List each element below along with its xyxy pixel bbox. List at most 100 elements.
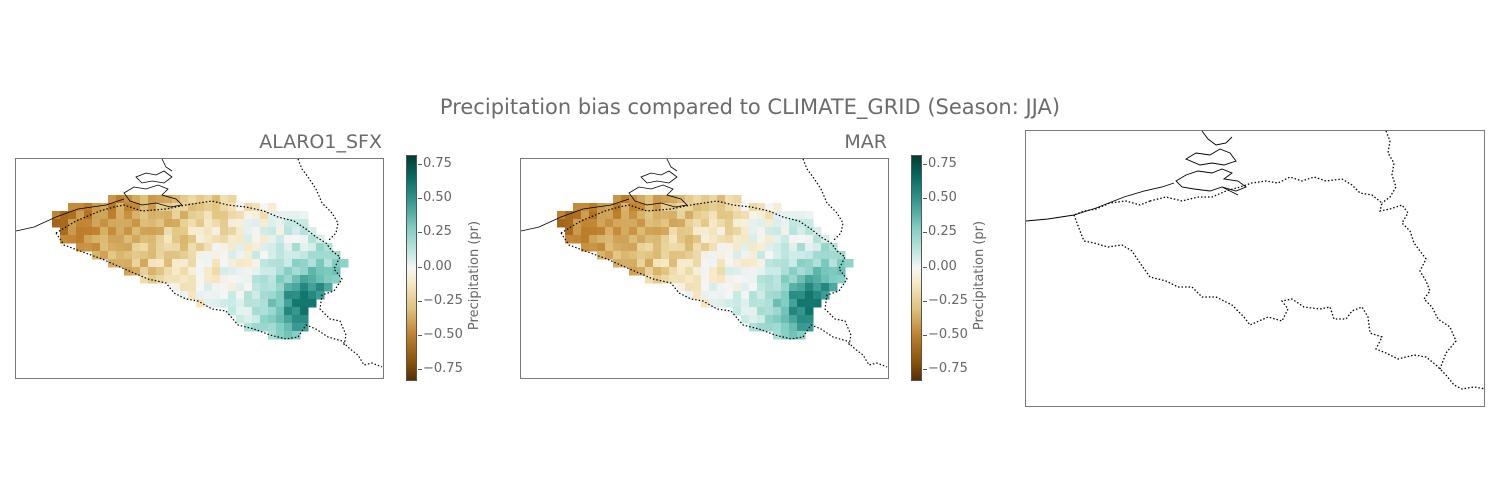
heatmap-cell: [76, 235, 85, 244]
heatmap-cell: [709, 283, 718, 292]
heatmap-cell: [757, 243, 766, 252]
heatmap-cell: [709, 203, 718, 212]
heatmap-cell: [204, 291, 213, 300]
heatmap-cell: [244, 251, 253, 260]
heatmap-cell: [637, 195, 646, 204]
heatmap-cell: [244, 315, 253, 324]
heatmap-cell: [645, 275, 654, 284]
heatmap-cell: [693, 227, 702, 236]
heatmap-cell: [613, 227, 622, 236]
heatmap-cell: [725, 235, 734, 244]
heatmap-cell: [276, 267, 285, 276]
heatmap-cell: [212, 259, 221, 268]
heatmap-cell: [276, 211, 285, 220]
figure-title: Precipitation bias compared to CLIMATE_G…: [439, 95, 1061, 119]
heatmap-cell: [308, 291, 317, 300]
heatmap-cell: [653, 211, 662, 220]
heatmap-cell: [717, 195, 726, 204]
heatmap-cell: [637, 219, 646, 228]
heatmap-cell: [637, 251, 646, 260]
heatmap-cell: [236, 315, 245, 324]
heatmap-cell: [140, 227, 149, 236]
heatmap-cell: [300, 283, 309, 292]
heatmap-cell: [677, 235, 686, 244]
heatmap-cell: [629, 259, 638, 268]
heatmap-cell: [653, 267, 662, 276]
cb-tick: 0.00: [418, 259, 452, 274]
heatmap-cell: [236, 243, 245, 252]
heatmap-cell: [789, 323, 798, 332]
heatmap-cell: [749, 259, 758, 268]
heatmap-cell: [693, 235, 702, 244]
heatmap-cell: [805, 267, 814, 276]
heatmap-cell: [252, 251, 261, 260]
heatmap-cell: [252, 307, 261, 316]
heatmap-cell: [124, 243, 133, 252]
heatmap-cell: [300, 267, 309, 276]
heatmap-cell: [148, 227, 157, 236]
colorbar-ticks-mar: 0.75 0.50 0.25 0.00 −0.25 −0.50 −0.75: [923, 155, 988, 381]
heatmap-cell: [789, 299, 798, 308]
heatmap-cell: [124, 219, 133, 228]
heatmap-cell: [108, 259, 117, 268]
heatmap-cell: [268, 227, 277, 236]
heatmap-cell: [180, 235, 189, 244]
heatmap-cell: [621, 211, 630, 220]
heatmap-cell: [781, 235, 790, 244]
heatmap-cell: [148, 219, 157, 228]
heatmap-cell: [789, 251, 798, 260]
heatmap-cell: [573, 211, 582, 220]
heatmap-cell: [765, 259, 774, 268]
heatmap-cell: [180, 259, 189, 268]
heatmap-cell: [797, 227, 806, 236]
heatmap-cell: [709, 219, 718, 228]
heatmap-cell: [204, 235, 213, 244]
heatmap-cell: [733, 203, 742, 212]
heatmap-cell: [645, 211, 654, 220]
heatmap-cell: [140, 251, 149, 260]
heatmap-cell: [164, 203, 173, 212]
heatmap-cell: [268, 235, 277, 244]
heatmap-cell: [108, 195, 117, 204]
heatmap-cell: [749, 211, 758, 220]
heatmap-cell: [220, 195, 229, 204]
heatmap-cell: [701, 283, 710, 292]
heatmap-cell: [292, 235, 301, 244]
heatmap-cell: [829, 251, 838, 260]
heatmap-cell: [661, 203, 670, 212]
heatmap-cell: [300, 291, 309, 300]
heatmap-cell: [236, 299, 245, 308]
heatmap-cell: [212, 291, 221, 300]
heatmap-cell: [837, 267, 846, 276]
heatmap-cell: [172, 275, 181, 284]
heatmap-cell: [140, 211, 149, 220]
heatmap-cell: [292, 331, 301, 340]
heatmap-cell: [653, 227, 662, 236]
heatmap-cell: [260, 323, 269, 332]
heatmap-cell: [653, 275, 662, 284]
heatmap-cell: [797, 211, 806, 220]
heatmap-cell: [212, 219, 221, 228]
heatmap-cell: [268, 291, 277, 300]
heatmap-cell: [749, 307, 758, 316]
heatmap-cell: [741, 275, 750, 284]
heatmap-cell: [765, 291, 774, 300]
heatmap-cell: [589, 211, 598, 220]
heatmap-cell: [677, 275, 686, 284]
heatmap-cell: [124, 259, 133, 268]
heatmap-cell: [52, 219, 61, 228]
heatmap-cell: [260, 259, 269, 268]
heatmap-cell: [765, 235, 774, 244]
heatmap-cell: [837, 251, 846, 260]
heatmap-cell: [805, 307, 814, 316]
heatmap-cell: [781, 323, 790, 332]
heatmap-cell: [741, 227, 750, 236]
heatmap-cell: [260, 275, 269, 284]
heatmap-cell: [717, 211, 726, 220]
heatmap-cell: [76, 243, 85, 252]
heatmap-cell: [789, 211, 798, 220]
heatmap-cell: [108, 219, 117, 228]
heatmap-cell: [797, 259, 806, 268]
heatmap-cell: [781, 259, 790, 268]
heatmap-cell: [308, 235, 317, 244]
